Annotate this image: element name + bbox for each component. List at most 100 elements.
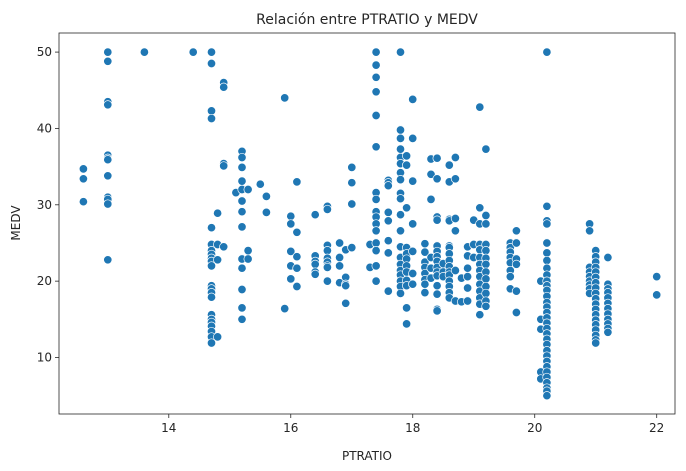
data-point bbox=[463, 283, 473, 293]
data-points bbox=[78, 47, 662, 401]
data-point bbox=[78, 174, 88, 184]
data-point bbox=[408, 176, 418, 186]
data-point bbox=[432, 306, 442, 316]
data-point bbox=[402, 303, 412, 313]
data-point bbox=[237, 303, 247, 313]
data-point bbox=[481, 246, 491, 256]
data-point bbox=[463, 272, 473, 282]
data-point bbox=[450, 226, 460, 236]
data-point bbox=[383, 286, 393, 296]
data-point bbox=[542, 219, 552, 229]
data-point bbox=[395, 144, 406, 154]
data-point bbox=[481, 144, 491, 154]
data-point bbox=[103, 199, 113, 209]
data-point bbox=[395, 288, 406, 298]
data-point bbox=[243, 184, 253, 195]
data-point bbox=[603, 327, 613, 337]
data-point bbox=[432, 289, 442, 299]
data-point bbox=[206, 261, 217, 271]
data-point bbox=[450, 213, 460, 224]
data-point bbox=[542, 201, 552, 211]
data-point bbox=[402, 160, 412, 170]
data-point bbox=[341, 281, 351, 291]
data-point bbox=[213, 208, 223, 218]
data-point bbox=[206, 58, 217, 69]
data-point bbox=[237, 176, 247, 186]
data-point bbox=[481, 210, 491, 221]
data-point bbox=[505, 272, 515, 282]
data-point bbox=[292, 252, 302, 262]
x-tick-label: 16 bbox=[283, 421, 298, 435]
data-point bbox=[402, 319, 412, 329]
plot-area-frame bbox=[58, 32, 676, 415]
data-point bbox=[322, 246, 332, 256]
data-point bbox=[292, 227, 302, 237]
x-tick-label: 20 bbox=[527, 421, 542, 435]
data-point bbox=[103, 155, 113, 165]
data-point bbox=[420, 288, 430, 298]
data-point bbox=[322, 262, 332, 272]
data-point bbox=[371, 87, 381, 97]
data-point bbox=[542, 248, 552, 258]
data-point bbox=[237, 152, 247, 163]
data-point bbox=[371, 142, 381, 152]
data-point bbox=[371, 110, 381, 121]
data-point bbox=[383, 236, 393, 246]
data-point bbox=[408, 279, 418, 289]
data-point bbox=[432, 281, 442, 291]
data-point bbox=[206, 292, 217, 302]
data-point bbox=[450, 152, 460, 163]
data-point bbox=[347, 199, 357, 209]
data-point bbox=[78, 164, 88, 174]
data-point bbox=[481, 274, 491, 284]
data-point bbox=[542, 47, 552, 57]
data-point bbox=[450, 265, 460, 276]
data-point bbox=[237, 222, 247, 232]
data-point bbox=[408, 246, 418, 256]
axis-ticks: 14 16 18 20 22 10 20 30 40 50 bbox=[37, 45, 665, 435]
data-point bbox=[206, 338, 217, 348]
data-point bbox=[255, 179, 265, 189]
data-point bbox=[322, 204, 332, 214]
data-point bbox=[310, 210, 320, 220]
data-point bbox=[286, 274, 296, 284]
y-tick-label: 10 bbox=[37, 350, 52, 364]
data-point bbox=[426, 194, 436, 204]
x-tick-label: 18 bbox=[405, 421, 420, 435]
data-point bbox=[213, 332, 223, 342]
data-point bbox=[426, 169, 436, 179]
data-point bbox=[292, 177, 302, 187]
data-point bbox=[280, 93, 290, 103]
data-point bbox=[219, 82, 229, 92]
data-point bbox=[371, 72, 381, 82]
data-point bbox=[371, 261, 381, 271]
data-point bbox=[444, 160, 454, 170]
data-point bbox=[395, 125, 406, 135]
data-point bbox=[243, 254, 253, 264]
data-point bbox=[542, 391, 552, 401]
data-point bbox=[383, 216, 393, 226]
data-point bbox=[347, 178, 357, 188]
data-point bbox=[335, 238, 345, 248]
data-point bbox=[511, 226, 521, 236]
data-point bbox=[237, 314, 247, 324]
data-point bbox=[432, 153, 442, 163]
data-point bbox=[103, 255, 113, 265]
data-point bbox=[103, 47, 113, 57]
data-point bbox=[341, 298, 351, 308]
data-point bbox=[402, 203, 412, 213]
data-point bbox=[395, 226, 406, 236]
data-point bbox=[395, 194, 406, 204]
data-point bbox=[420, 239, 430, 249]
data-point bbox=[591, 338, 601, 348]
data-point bbox=[652, 272, 662, 282]
data-point bbox=[371, 238, 381, 248]
y-tick-label: 20 bbox=[37, 274, 52, 288]
data-point bbox=[395, 47, 406, 57]
data-point bbox=[481, 259, 491, 269]
data-point bbox=[322, 276, 332, 286]
data-point bbox=[475, 310, 485, 320]
data-point bbox=[310, 259, 320, 269]
data-point bbox=[335, 252, 345, 263]
